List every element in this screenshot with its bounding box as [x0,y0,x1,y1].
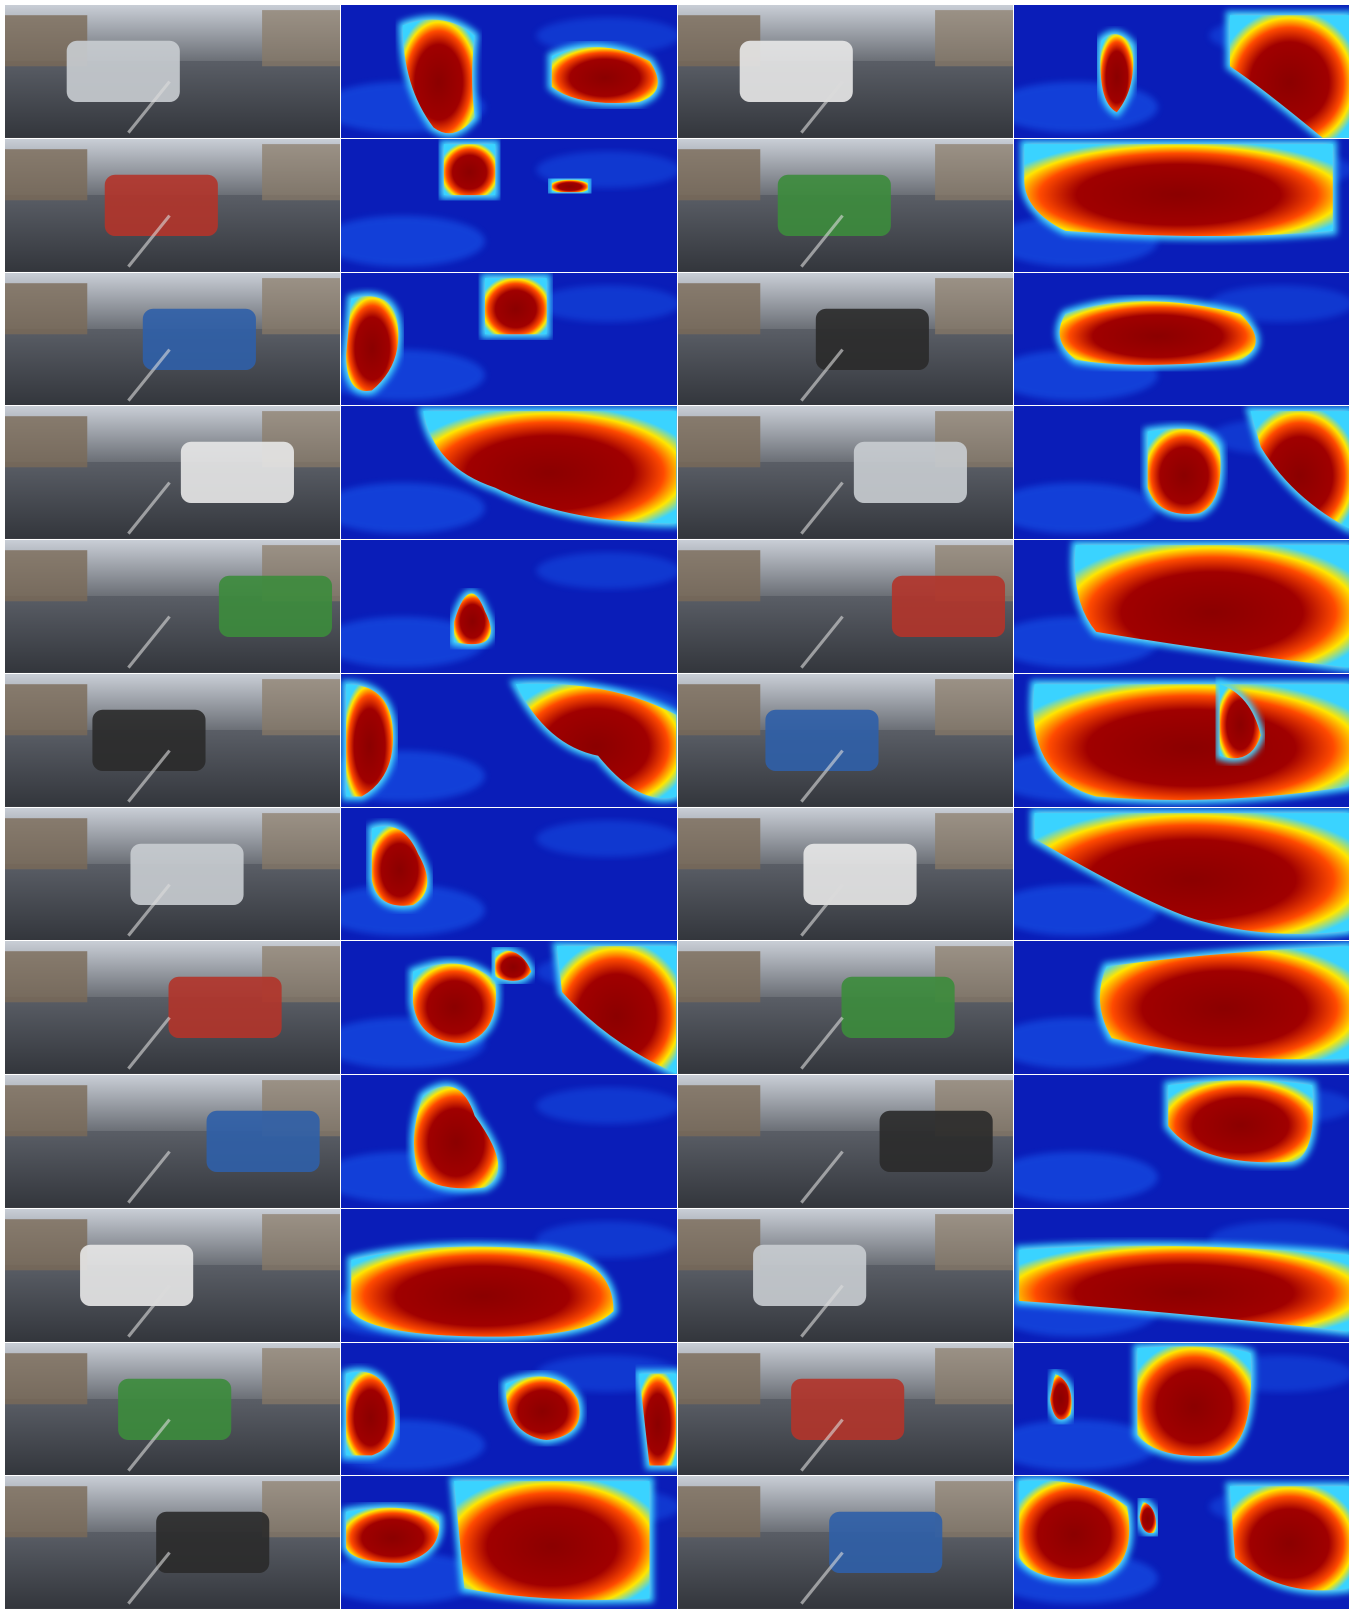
street-photo-cyclist-and-bus-road [5,272,341,406]
heatmap-white-coach [1013,1075,1349,1208]
street-photo-small-car-and-green-bus [5,1476,341,1609]
heatmap-taxi-and-red-bus [1013,406,1349,539]
heatmap-cyclist-wall [341,1075,677,1208]
street-photo-cyclist-sidewalk [5,540,341,673]
heatmap-cyclist-night-street [341,5,677,138]
heatmap-white-van [1013,941,1349,1074]
heatmap-cyclist-street [341,807,677,941]
street-photo-pedestrian-and-lorry [5,673,341,807]
heatmap-green-bus-cyclist [1013,5,1349,138]
street-photo-silver-car [5,1208,341,1342]
heatmap-blue-bus-motion [1013,1208,1349,1342]
heatmap-cyclist-and-bus-road [341,272,677,406]
heatmap-pedestrian-and-lorry [341,673,677,807]
street-photo-blue-bus-motion [677,1208,1013,1342]
heatmap-small-car-and-green-bus [341,1476,677,1609]
heatmap-silver-car [341,1208,677,1342]
street-photo-white-garbage-truck [5,406,341,539]
street-photo-blue-bus-side [677,138,1013,272]
heatmap-truck-and-red-bus [1013,1476,1349,1609]
heatmap-red-bus-side [1013,540,1349,673]
street-photo-truck-and-red-bus [677,1476,1013,1609]
heatmap-double-decker-bus-street [341,138,677,272]
street-photo-taxi-and-red-bus [677,406,1013,539]
image-grid [5,5,1349,1609]
heatmap-pedestrians-crossing [341,1342,677,1476]
street-photo-silver-hatchback [677,272,1013,406]
heatmap-red-bus-road [1013,807,1349,941]
heatmap-dark-car-and-red-bus [341,941,677,1074]
heatmap-silver-hatchback [1013,272,1349,406]
street-photo-red-bus-side [677,540,1013,673]
street-photo-double-decker-bus-street [5,138,341,272]
street-photo-pedestrians-crossing [5,1342,341,1476]
street-photo-green-sightseeing-bus [677,673,1013,807]
street-photo-white-van [677,941,1013,1074]
street-photo-white-coach [677,1075,1013,1208]
heatmap-cyclist-sidewalk [341,540,677,673]
heatmap-white-garbage-truck [341,406,677,539]
heatmap-white-van-rear [1013,1342,1349,1476]
street-photo-cyclist-night-street [5,5,341,138]
street-photo-green-bus-cyclist [677,5,1013,138]
street-photo-red-bus-road [677,807,1013,941]
street-photo-dark-car-and-red-bus [5,941,341,1074]
street-photo-cyclist-street [5,807,341,941]
heatmap-blue-bus-side [1013,138,1349,272]
street-photo-cyclist-wall [5,1075,341,1208]
street-photo-white-van-rear [677,1342,1013,1476]
heatmap-green-sightseeing-bus [1013,673,1349,807]
